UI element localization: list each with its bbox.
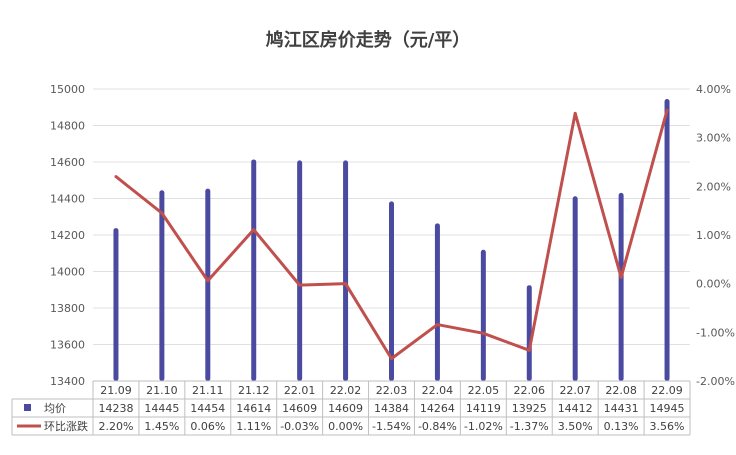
- line-point: [114, 175, 118, 179]
- bar: [389, 201, 394, 381]
- table-cell-price: 14614: [236, 402, 271, 415]
- x-tick-label: 21.09: [100, 384, 132, 397]
- table-cell-price: 14609: [328, 402, 363, 415]
- x-tick-label: 21.12: [238, 384, 270, 397]
- table-cell-price: 13925: [512, 402, 547, 415]
- table-cell-change: 3.56%: [650, 420, 685, 433]
- y-left-tick-label: 13600: [50, 339, 85, 352]
- table-cell-price: 14454: [190, 402, 225, 415]
- table-cell-change: -1.54%: [372, 420, 411, 433]
- table-cell-change: 2.20%: [98, 420, 133, 433]
- chart-title: 鸠江区房价走势（元/平）: [265, 30, 471, 51]
- y-right-tick-label: 0.00%: [696, 278, 731, 291]
- y-left-tick-label: 14400: [50, 193, 85, 206]
- bar: [664, 99, 670, 381]
- bar: [159, 190, 165, 381]
- line-point: [252, 228, 256, 232]
- table-cell-price: 14264: [420, 402, 455, 415]
- x-tick-label: 22.02: [330, 384, 362, 397]
- bar: [343, 160, 349, 381]
- y-left-tick-label: 14000: [50, 266, 85, 279]
- table-cell-change: 1.11%: [236, 420, 271, 433]
- y-left-tick-label: 15000: [50, 83, 85, 96]
- x-tick-label: 22.07: [559, 384, 591, 397]
- line-point: [619, 275, 623, 279]
- x-tick-label: 22.09: [651, 384, 683, 397]
- bar: [251, 159, 257, 381]
- x-tick-label: 22.08: [605, 384, 637, 397]
- table-cell-change: -1.02%: [464, 420, 503, 433]
- line-point: [160, 211, 164, 215]
- table-cell-price: 14238: [98, 402, 133, 415]
- table-cell-change: 1.45%: [144, 420, 179, 433]
- line-point: [573, 111, 577, 115]
- table-cell-change: 0.13%: [604, 420, 639, 433]
- y-right-tick-label: -2.00%: [696, 375, 735, 388]
- x-tick-label: 22.03: [376, 384, 408, 397]
- x-tick-label: 21.10: [146, 384, 178, 397]
- legend-label-bar: 均价: [44, 402, 66, 415]
- legend-label-line: 环比涨跌: [44, 419, 88, 433]
- x-tick-label: 22.04: [422, 384, 454, 397]
- bar: [297, 160, 303, 381]
- y-left-tick-label: 13800: [50, 302, 85, 315]
- bar: [480, 249, 486, 381]
- legend-swatch-bar: [24, 404, 31, 411]
- bar: [205, 188, 211, 381]
- line-point: [527, 348, 531, 352]
- table-cell-price: 14384: [374, 402, 409, 415]
- bar: [434, 223, 440, 381]
- y-left-tick-label: 14600: [50, 156, 85, 169]
- x-tick-label: 22.01: [284, 384, 316, 397]
- line-point: [481, 331, 485, 335]
- table-cell-price: 14445: [144, 402, 179, 415]
- x-tick-label: 22.06: [514, 384, 546, 397]
- table-cell-price: 14412: [558, 402, 593, 415]
- table-cell-price: 14119: [466, 402, 501, 415]
- line-point: [665, 108, 669, 112]
- y-right-tick-label: 3.00%: [696, 132, 731, 145]
- table-cell-change: -1.37%: [510, 420, 549, 433]
- y-left-tick-label: 14200: [50, 229, 85, 242]
- line-point: [435, 323, 439, 327]
- line-point: [206, 279, 210, 283]
- table-cell-change: 0.06%: [190, 420, 225, 433]
- table-cell-price: 14609: [282, 402, 317, 415]
- bar: [572, 196, 578, 381]
- line-point: [298, 283, 302, 287]
- y-right-tick-label: 2.00%: [696, 180, 731, 193]
- table-cell-change: 3.50%: [558, 420, 593, 433]
- bar: [618, 192, 624, 381]
- line-point: [390, 357, 393, 361]
- x-tick-label: 21.11: [192, 384, 224, 397]
- table-cell-change: 0.00%: [328, 420, 363, 433]
- y-right-tick-label: 1.00%: [696, 229, 731, 242]
- table-cell-price: 14431: [604, 402, 639, 415]
- bar: [526, 285, 532, 381]
- y-right-tick-label: -1.00%: [696, 326, 735, 339]
- table-cell-change: -0.84%: [418, 420, 457, 433]
- bar: [113, 228, 119, 381]
- table-cell-price: 14945: [650, 402, 685, 415]
- y-right-tick-label: 4.00%: [696, 83, 731, 96]
- table-cell-change: -0.03%: [280, 420, 319, 433]
- x-tick-label: 22.05: [468, 384, 500, 397]
- y-left-tick-label: 14800: [50, 120, 85, 133]
- y-left-tick-label: 13400: [50, 375, 85, 388]
- line-point: [344, 282, 348, 286]
